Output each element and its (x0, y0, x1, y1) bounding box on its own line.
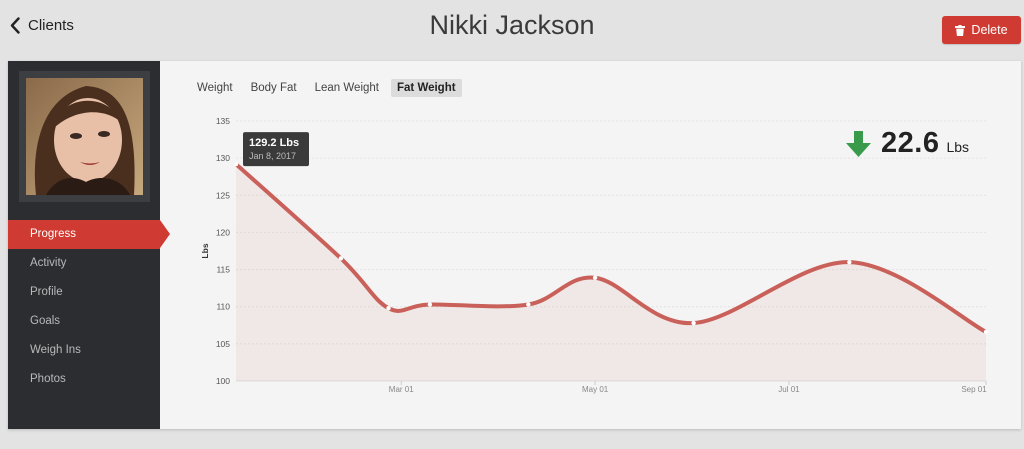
data-point (592, 275, 598, 280)
x-tick-label: Jul 01 (778, 385, 800, 394)
series-line (234, 162, 988, 334)
tooltip-box (243, 132, 309, 167)
change-value: 22.6 (881, 127, 940, 159)
tab-body-fat[interactable]: Body Fat (250, 82, 297, 94)
sidebar-nav: Progress Activity Profile Goals Weigh In… (8, 220, 170, 394)
data-point (233, 161, 239, 167)
tab-weight[interactable]: Weight (197, 82, 233, 94)
data-point (983, 329, 989, 335)
data-point (427, 302, 433, 307)
sidebar-item-weigh-ins[interactable]: Weigh Ins (30, 344, 81, 356)
y-axis-label: Lbs (200, 243, 210, 258)
data-point (847, 259, 852, 265)
page-title: Nikki Jackson (429, 10, 595, 40)
y-tick-label: 120 (216, 227, 230, 237)
x-tick-label: May 01 (582, 385, 609, 394)
y-tick-label: 105 (216, 339, 230, 349)
y-tick-label: 125 (216, 190, 230, 200)
back-label: Clients (28, 16, 74, 34)
sidebar-item-progress[interactable]: Progress (8, 220, 170, 249)
arrow-down-icon (846, 131, 871, 157)
y-tick-label: 130 (216, 153, 230, 163)
y-tick-label: 100 (216, 376, 230, 386)
change-summary: 22.6 Lbs (881, 127, 969, 160)
tooltip-date: Jan 8, 2017 (249, 151, 296, 161)
change-unit: Lbs (946, 139, 970, 155)
metric-tabs: Weight Body Fat Lean Weight Fat Weight (191, 79, 462, 97)
trash-icon (955, 24, 966, 36)
series-area (236, 164, 986, 381)
tooltip-value: 129.2 Lbs (249, 137, 299, 149)
y-tick-label: 115 (216, 265, 230, 275)
tab-lean-weight[interactable]: Lean Weight (314, 82, 379, 94)
client-photo (26, 78, 143, 195)
delete-label: Delete (971, 23, 1008, 37)
fat-weight-chart: 100 105 110 115 120 125 130 135 Mar 01 May 01 Jul … (200, 116, 989, 394)
back-button[interactable]: Clients (10, 14, 74, 36)
data-point (691, 320, 696, 326)
sidebar-item-activity[interactable]: Activity (30, 257, 67, 269)
delete-button[interactable]: Delete (942, 16, 1021, 44)
avatar (19, 71, 150, 202)
data-tooltip: 129.2 Lbs Jan 8, 2017 (243, 132, 309, 167)
chevron-left-icon (10, 16, 20, 34)
x-tick-label: Mar 01 (389, 385, 414, 394)
sidebar: Progress Activity Profile Goals Weigh In… (8, 61, 170, 429)
data-point (386, 306, 391, 311)
data-point (526, 302, 531, 307)
sidebar-item-goals[interactable]: Goals (30, 315, 61, 327)
client-panel: Progress Activity Profile Goals Weigh In… (8, 61, 1021, 429)
data-point (338, 256, 344, 261)
top-bar: Clients Nikki Jackson Delete (0, 0, 1024, 58)
x-tick-label: Sep 01 (961, 385, 987, 394)
sidebar-item-photos[interactable]: Photos (30, 373, 66, 385)
y-tick-label: 135 (216, 116, 230, 126)
y-tick-label: 110 (216, 302, 230, 312)
tab-fat-weight[interactable]: Fat Weight (391, 79, 462, 97)
sidebar-item-profile[interactable]: Profile (30, 286, 63, 298)
